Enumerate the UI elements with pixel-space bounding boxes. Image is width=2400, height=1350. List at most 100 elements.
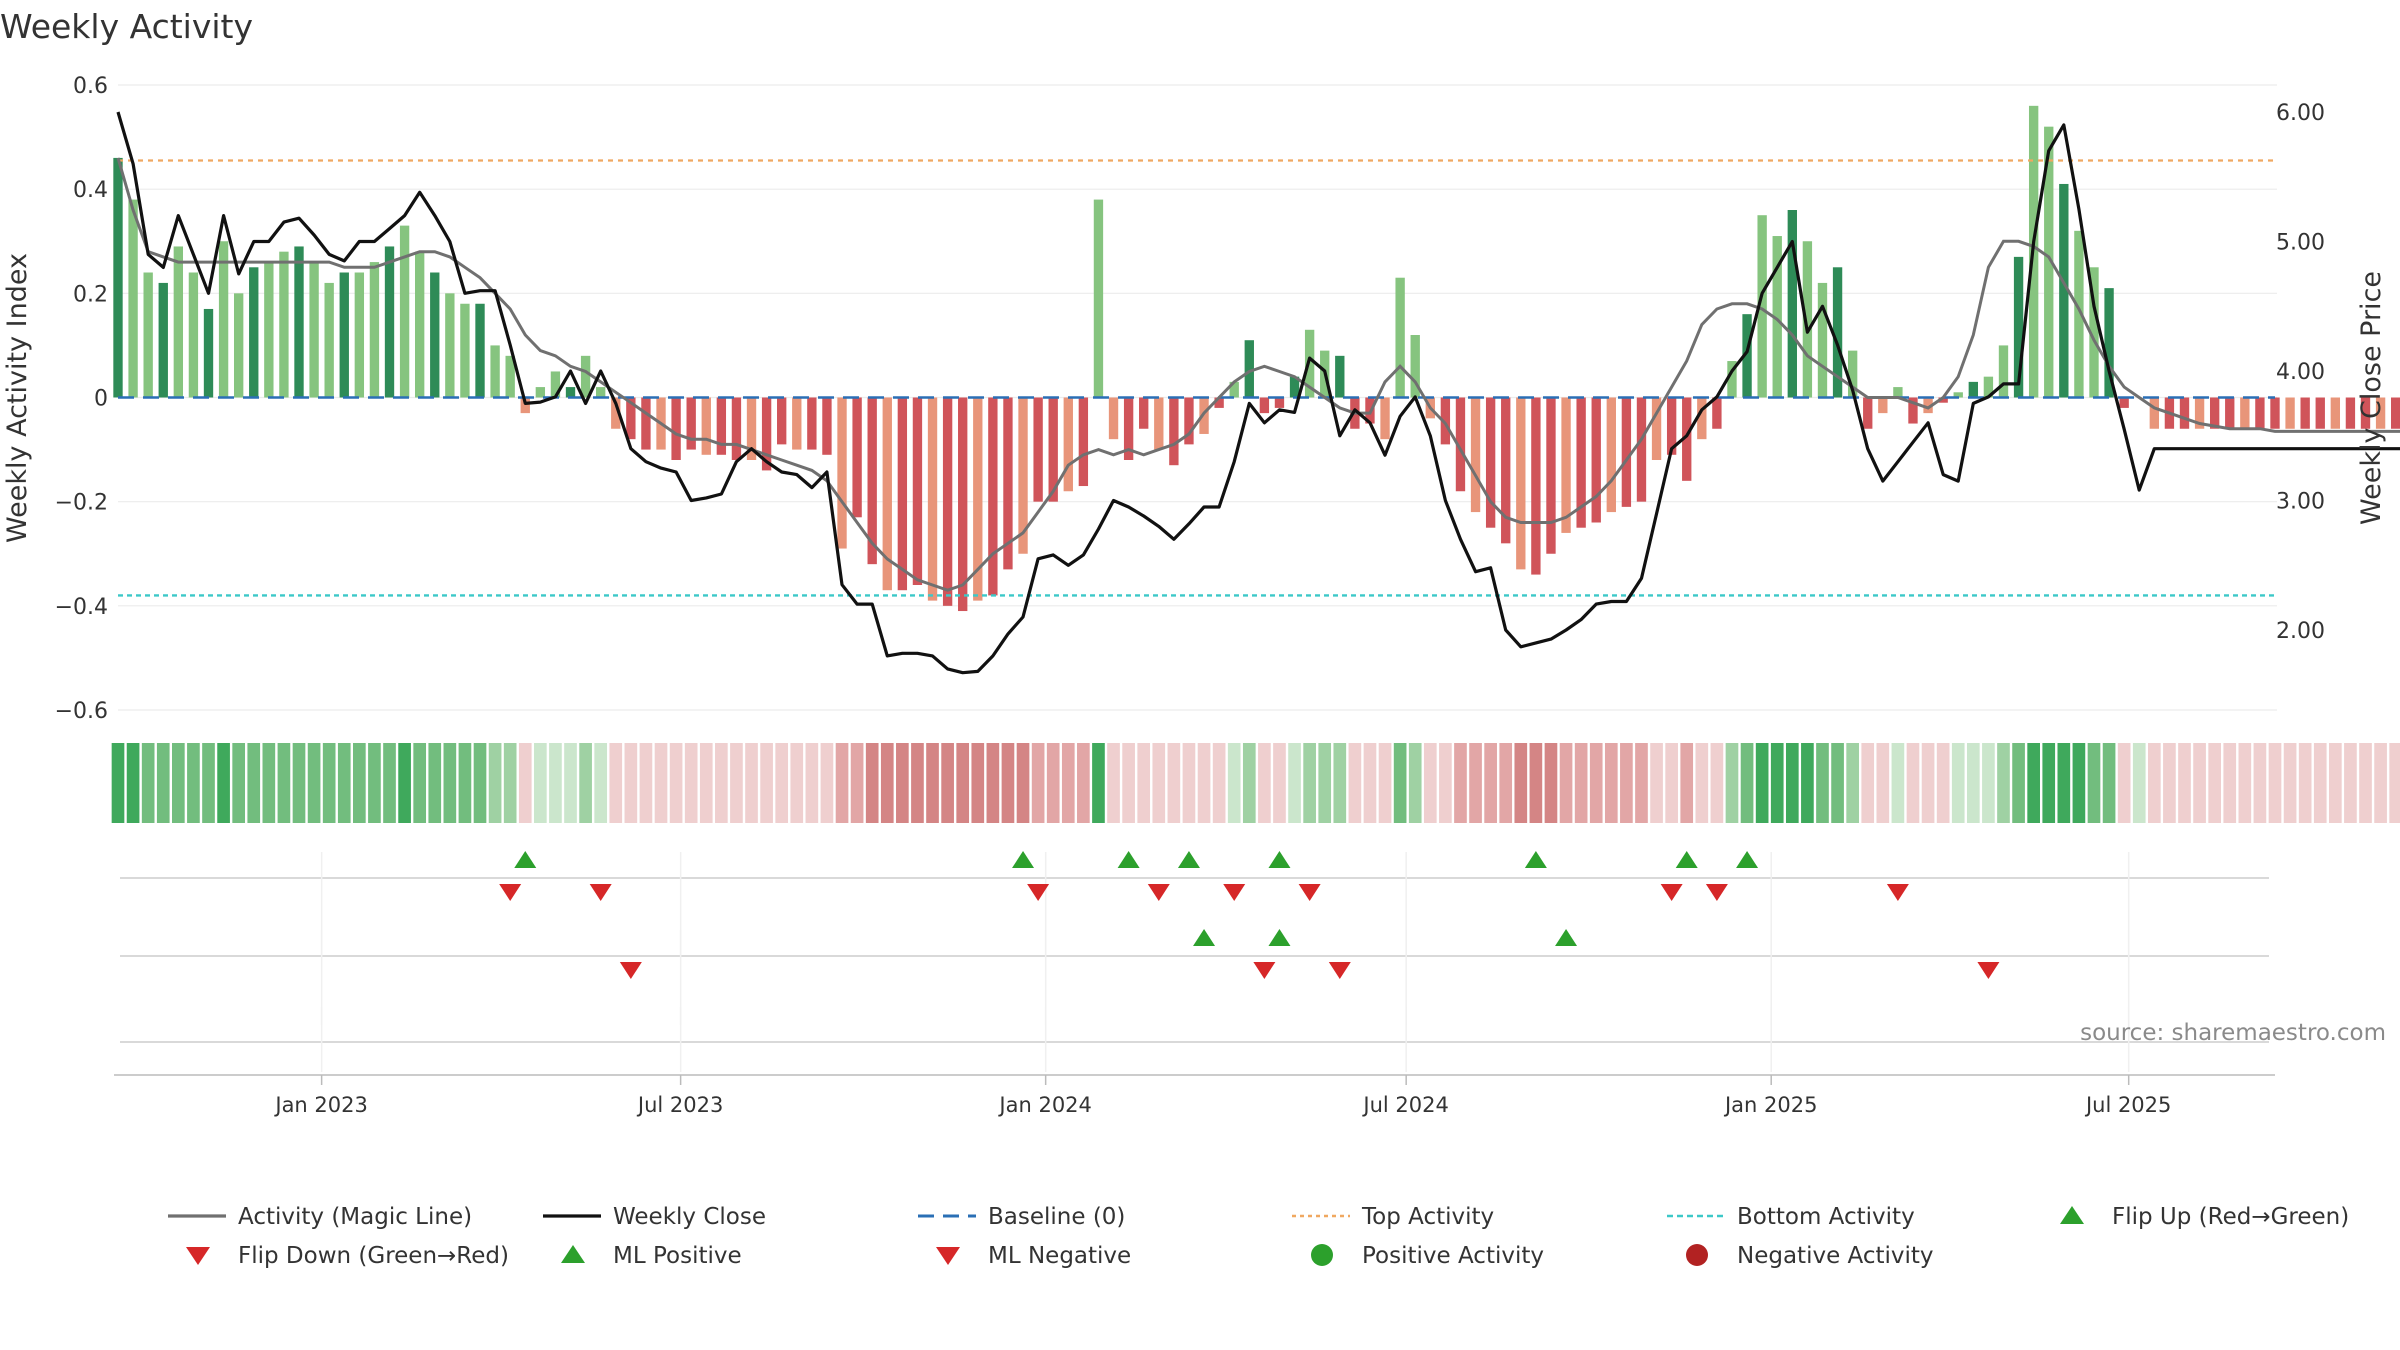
activity-bar — [1953, 392, 1963, 398]
flip-up-marker — [1117, 851, 1140, 868]
strip-cell — [1921, 743, 1935, 823]
strip-cell — [699, 743, 713, 823]
strip-cell — [503, 743, 517, 823]
ml-negative-marker — [1977, 962, 2000, 979]
strip-cell — [1152, 743, 1166, 823]
activity-bar — [2270, 397, 2280, 429]
activity-bar — [942, 397, 953, 606]
strip-cell — [2223, 743, 2237, 823]
strip-cell — [353, 743, 366, 823]
activity-bar — [490, 345, 500, 398]
activity-bar — [1139, 397, 1149, 429]
reference-lines — [118, 159, 2275, 597]
strip-cell — [1046, 743, 1060, 823]
activity-bar — [173, 246, 184, 398]
strip-cell — [880, 743, 894, 823]
legend-negative-activity: Negative Activity — [1686, 1243, 1934, 1269]
legend-swatch — [186, 1247, 210, 1265]
activity-bar — [626, 397, 636, 440]
legend-label: ML Positive — [613, 1243, 742, 1269]
strip-cell — [2329, 743, 2342, 823]
strip-cell — [1469, 743, 1482, 823]
activity-bar — [279, 251, 289, 398]
strip-cell — [1906, 743, 1920, 823]
activity-bar — [1742, 314, 1752, 398]
strip-cell — [1876, 743, 1890, 823]
strip-cell — [1846, 743, 1859, 823]
flip-up-marker — [514, 851, 537, 868]
flip-up-marker — [1736, 851, 1759, 868]
activity-bar — [1863, 397, 1873, 429]
flip-down-marker — [1660, 884, 1683, 901]
strip-cell — [1982, 743, 1995, 823]
activity-bar — [113, 157, 123, 398]
x-tick-label: Jan 2025 — [1723, 1093, 1818, 1117]
strip-cell — [730, 743, 743, 823]
activity-bar — [1078, 397, 1089, 487]
flip-down-marker — [1298, 884, 1321, 901]
strip-cell — [1182, 743, 1196, 823]
strip-cell — [1725, 743, 1739, 823]
legend-weekly-close: Weekly Close — [543, 1204, 766, 1230]
activity-bar — [1983, 376, 1994, 398]
strip-cell — [126, 743, 140, 823]
y-right-label: Weekly Close Price — [2356, 271, 2387, 525]
ml-positive-marker — [1268, 929, 1291, 946]
legend-label: Flip Up (Red→Green) — [2112, 1204, 2349, 1230]
strip-cell — [941, 743, 954, 823]
activity-bar — [2149, 397, 2160, 429]
activity-bar — [1531, 397, 1541, 575]
strip-cell — [986, 743, 1000, 823]
legend-ml-positive: ML Positive — [561, 1243, 742, 1269]
flip-up-marker — [1524, 851, 1547, 868]
legend-label: Negative Activity — [1737, 1243, 1934, 1269]
activity-bar — [2330, 397, 2341, 429]
activity-bar — [535, 387, 546, 398]
legend-magic-line: Activity (Magic Line) — [168, 1204, 472, 1230]
activity-bar — [822, 397, 832, 455]
activity-bar — [1154, 397, 1164, 450]
activity-bar — [384, 246, 395, 398]
strip-cell — [458, 743, 472, 823]
strip-cell — [669, 743, 683, 823]
activity-bar — [203, 308, 214, 398]
y-right-tick-label: 5.00 — [2276, 231, 2325, 256]
activity-bar — [2345, 397, 2356, 429]
strip-cell — [232, 743, 246, 823]
activity-bar — [249, 267, 259, 398]
strip-cell — [247, 743, 261, 823]
strip-cell — [1092, 743, 1105, 823]
strip-cell — [1016, 743, 1030, 823]
activity-bar — [2240, 397, 2250, 429]
legend-swatch — [936, 1247, 960, 1265]
strip-cell — [1816, 743, 1829, 823]
strip-cell — [1831, 743, 1844, 823]
activity-bar — [1682, 397, 1692, 481]
strip-cell — [2072, 743, 2086, 823]
strip-cell — [1589, 743, 1603, 823]
legend-baseline: Baseline (0) — [918, 1204, 1125, 1230]
activity-bar — [716, 397, 727, 455]
magic-line — [116, 157, 2400, 592]
strip-cell — [1680, 743, 1694, 823]
activity-bar — [807, 397, 817, 450]
activity-bar — [746, 397, 757, 460]
activity-bar — [1199, 397, 1209, 434]
y-left-tick-label: 0.4 — [73, 178, 108, 203]
activity-bar — [1440, 397, 1451, 445]
activity-bar — [2089, 267, 2099, 398]
flip-up-marker — [1177, 851, 1200, 868]
activity-bar — [792, 397, 802, 450]
activity-bar — [2059, 183, 2069, 398]
y-left-tick-label: −0.6 — [55, 699, 108, 724]
strip-cell — [2027, 743, 2040, 823]
legend-top-activity: Top Activity — [1292, 1204, 1494, 1230]
legend-swatch — [1311, 1244, 1333, 1266]
activity-bar — [1335, 355, 1345, 398]
strip-cell — [760, 743, 773, 823]
strip-cell — [2283, 743, 2297, 823]
legend-label: Positive Activity — [1362, 1243, 1544, 1269]
activity-bar — [927, 397, 938, 601]
strip-cell — [1167, 743, 1181, 823]
activity-bar — [973, 397, 983, 601]
